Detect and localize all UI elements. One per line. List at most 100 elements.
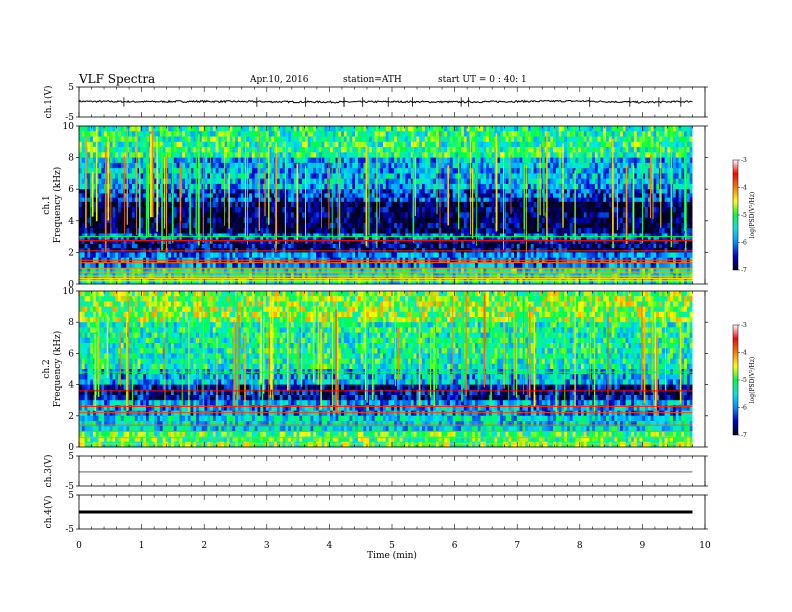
spectrogram-cell [265, 189, 270, 194]
spectrogram-cell [131, 201, 136, 208]
spectrogram-cell [583, 126, 587, 132]
spectrogram-cell [87, 228, 91, 234]
spectrogram-cell [628, 233, 632, 237]
spectrogram-cell [561, 131, 565, 137]
spectrogram-cell [260, 222, 264, 229]
spectrogram-cell [204, 136, 208, 143]
spectrogram-cell [366, 147, 370, 153]
spectrogram-cell [371, 141, 375, 148]
spectrogram-cell [288, 217, 292, 224]
spectrogram-cell [530, 183, 534, 190]
spectrogram-cell [115, 147, 119, 153]
spectrogram-cell [363, 233, 367, 237]
spectrogram-cell [519, 178, 523, 185]
spectrogram-cell [193, 131, 197, 137]
spectrogram-cell [645, 201, 649, 208]
spectrogram-cell [341, 173, 345, 180]
spectrogram-cell [165, 183, 169, 190]
spectrogram-cell [597, 141, 601, 148]
spectrogram-cell [564, 152, 568, 158]
spectrogram-cell [435, 189, 440, 194]
spectrogram-cell [553, 141, 557, 148]
spectrogram-cell [129, 189, 133, 194]
spectrogram-cell [508, 217, 512, 224]
spectrogram-cell [558, 141, 562, 148]
spectrogram-cell [678, 157, 682, 164]
spectrogram-cell [455, 183, 459, 190]
spectrogram-cell [547, 173, 551, 180]
spectrogram-cell [636, 162, 640, 169]
spectrogram-cell [586, 141, 590, 148]
spectrogram-cell [461, 173, 465, 180]
spectrogram-cell [232, 126, 236, 132]
spectrogram-cell [101, 189, 105, 194]
spectrogram-cell [215, 141, 219, 148]
spectrogram-cell [527, 126, 532, 132]
spectrogram-cell [176, 157, 180, 164]
spectrogram-cell [343, 212, 348, 219]
spectrogram-cell [689, 178, 693, 185]
spectrogram-cell [511, 217, 515, 224]
spectrogram-cell [656, 197, 660, 203]
spectrogram-cell [617, 162, 621, 169]
spectrogram-cell [109, 126, 113, 132]
spectrogram-cell [516, 228, 520, 234]
spectrogram-cell [321, 193, 325, 199]
spectrogram-cell [636, 178, 640, 185]
spectrogram-cell [363, 147, 367, 153]
spectrogram-cell [95, 236, 99, 241]
spectrogram-cell [497, 183, 501, 190]
spectrogram-cell [101, 233, 105, 237]
spectrogram-cell [514, 141, 518, 148]
spectrogram-cell [235, 178, 239, 185]
spectrogram-cell [578, 152, 582, 158]
spectrogram-cell [126, 147, 130, 153]
spectrogram-cell [394, 222, 398, 229]
spectrogram-cell [527, 168, 532, 174]
spectrogram-cell [313, 217, 317, 224]
spectrogram-cell [419, 152, 423, 158]
spectrogram-cell [558, 212, 562, 219]
spectrogram-cell [455, 217, 459, 224]
spectrogram-cell [486, 131, 490, 137]
spectrogram-cell [592, 136, 596, 143]
spectrogram-cell [567, 217, 571, 224]
spectrogram-cell [165, 222, 169, 229]
spectrogram-cell [466, 197, 470, 203]
spectrogram-cell [628, 207, 632, 213]
spectrogram-cell [597, 126, 601, 132]
spectrogram-cell [427, 131, 431, 137]
spectrogram-cell [516, 217, 520, 224]
spectrogram-cell [212, 168, 217, 174]
spectrogram-cell [449, 162, 454, 169]
spectrogram-cell [466, 141, 470, 148]
spectrogram-cell [642, 178, 646, 185]
spectrogram-cell [316, 189, 320, 194]
spectrogram-cell [530, 173, 534, 180]
spectrogram-cell [382, 126, 387, 132]
spectrogram-cell [115, 173, 119, 180]
spectrogram-cell [441, 201, 445, 208]
spectrogram-cell [421, 147, 426, 153]
spectrogram-cell [639, 222, 643, 229]
spectrogram-cell [539, 141, 543, 148]
spectrogram-cell [455, 189, 459, 194]
spectrogram-cell [196, 207, 200, 213]
spectrogram-cell [675, 136, 679, 143]
spectrogram-cell [527, 141, 532, 148]
spectrogram-cell [435, 193, 440, 199]
spectrogram-cell [92, 136, 97, 143]
spectrogram-cell [92, 168, 97, 174]
spectrogram-cell [681, 207, 685, 213]
spectrogram-cell [143, 222, 147, 229]
spectrogram-cell [332, 178, 336, 185]
spectrogram-cell [441, 193, 445, 199]
spectrogram-cell [681, 222, 685, 229]
spectrogram-cell [653, 173, 657, 180]
spectrogram-cell [290, 173, 295, 180]
spectrogram-cell [511, 126, 515, 132]
spectrogram-cell [564, 212, 568, 219]
spectrogram-cell [455, 152, 459, 158]
spectrogram-cell [608, 183, 613, 190]
spectrogram-cell [310, 162, 314, 169]
